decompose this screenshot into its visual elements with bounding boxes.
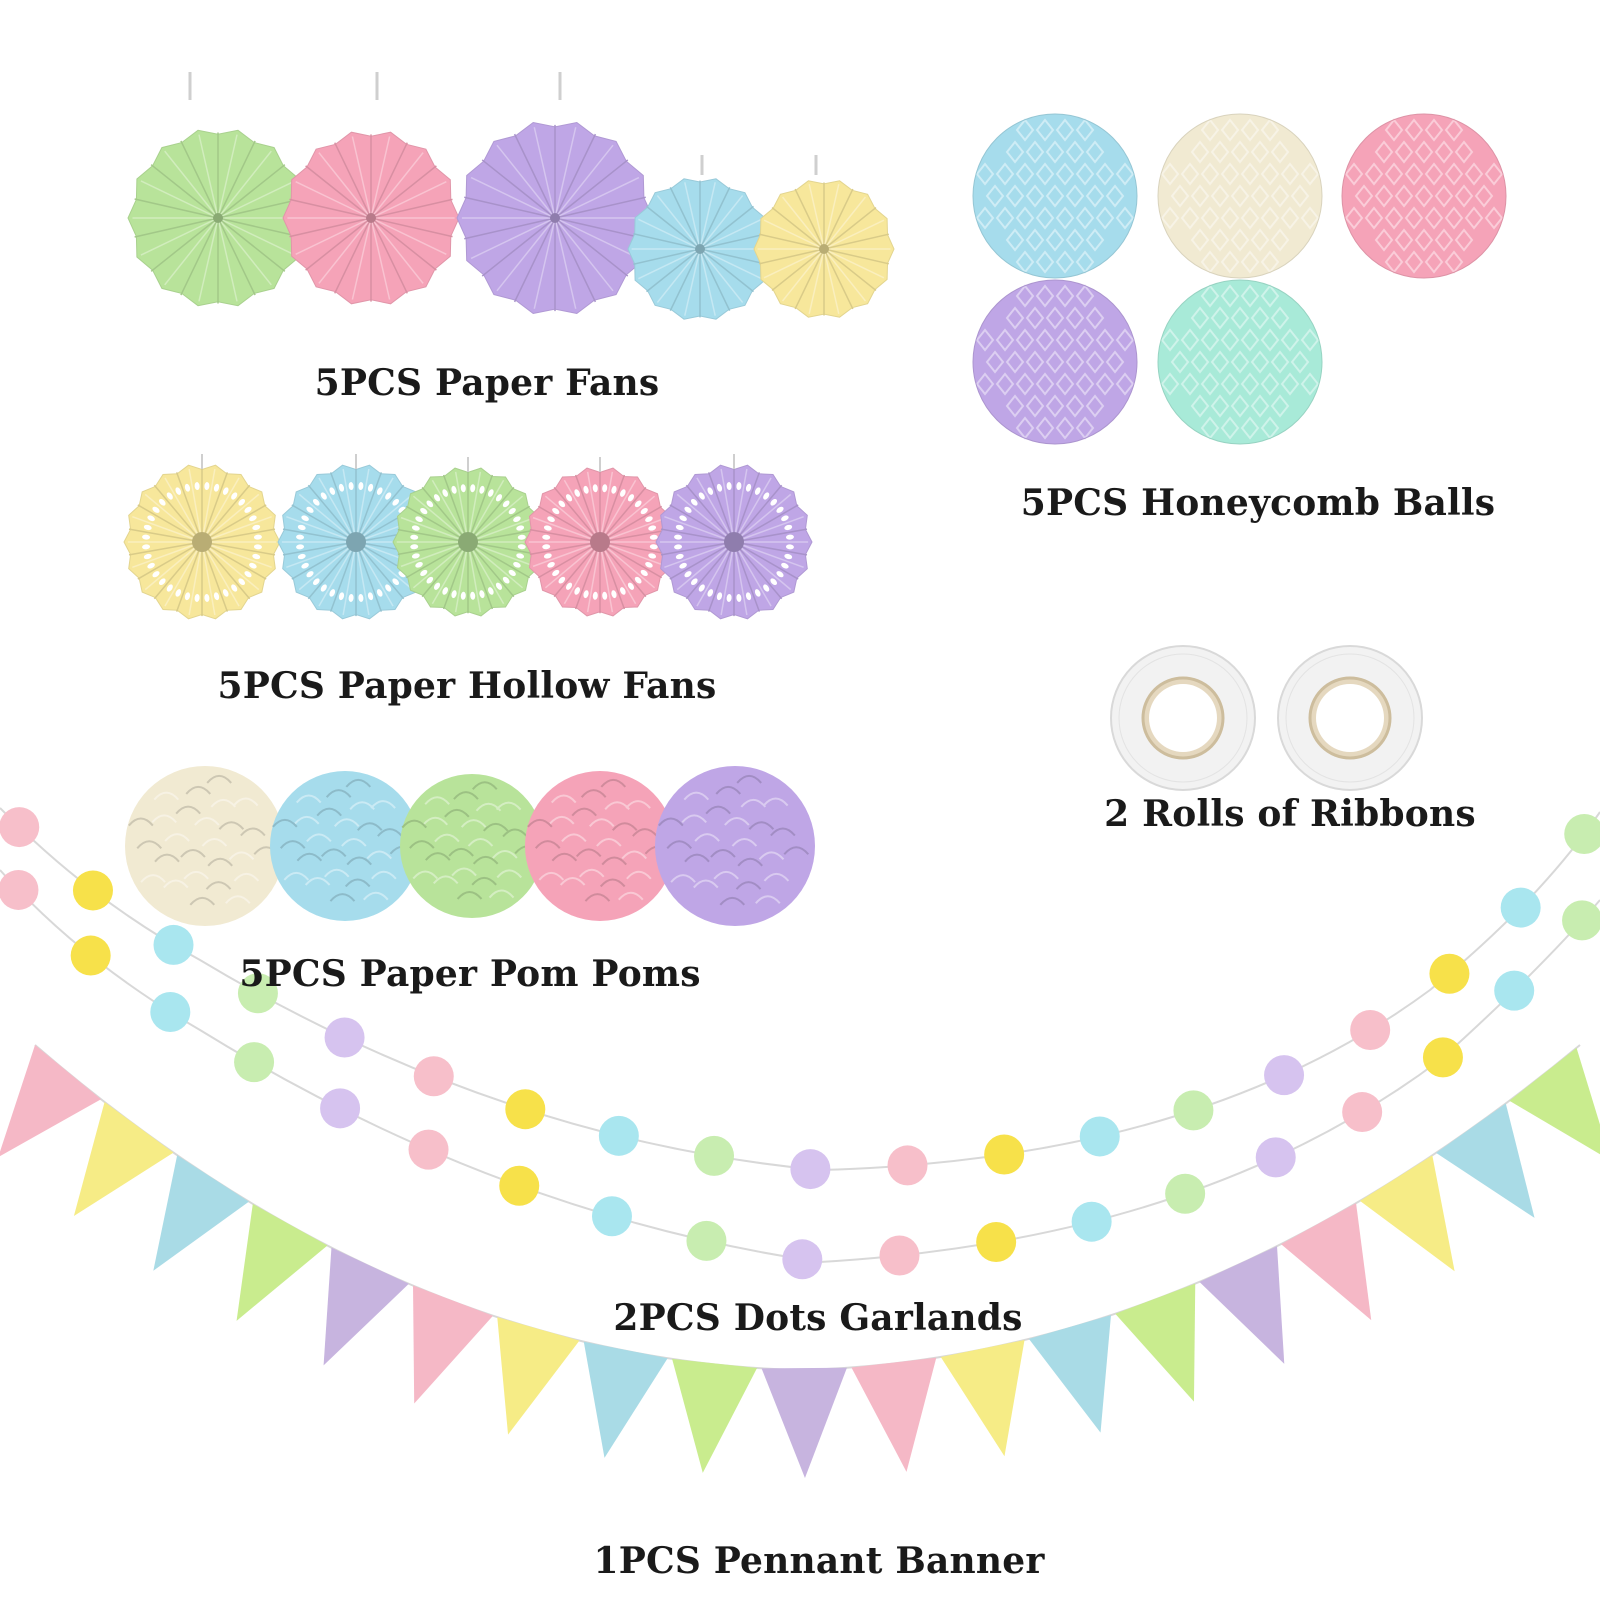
- garland-dot: [694, 1135, 735, 1176]
- honeycomb-balls-group: [972, 113, 1507, 445]
- pennant-flag: [323, 1247, 409, 1366]
- pom-pom: [400, 774, 544, 918]
- garland-dot: [320, 1088, 361, 1129]
- garland-dot: [1494, 970, 1535, 1011]
- pennant-flag: [940, 1339, 1025, 1457]
- garland-dot: [324, 1017, 365, 1058]
- pennant-flag: [413, 1285, 493, 1404]
- pennant-banner-group: [0, 1044, 1600, 1479]
- garland-dot: [1562, 900, 1600, 941]
- ribbon-roll: [1277, 645, 1423, 791]
- hollow-fan: [123, 454, 281, 620]
- dot-garland-2: [0, 869, 1600, 1280]
- paper-fan: [753, 180, 895, 318]
- pennant-flag: [1199, 1246, 1285, 1364]
- honeycomb-ball: [1157, 279, 1323, 445]
- dots-garlands-group: [0, 807, 1600, 1280]
- garland-dot: [0, 869, 39, 910]
- garland-dot: [976, 1222, 1017, 1263]
- pom-pom: [655, 766, 815, 926]
- hollow-fan: [655, 454, 813, 620]
- garland-dot: [1342, 1092, 1383, 1133]
- honeycomb-balls-label: 5PCS Honeycomb Balls: [1020, 482, 1496, 524]
- pennant-flag: [851, 1357, 937, 1472]
- garland-dot: [505, 1089, 546, 1130]
- paper-fan: [456, 121, 654, 315]
- hollow-fan: [392, 457, 544, 617]
- hollow-fan: [277, 454, 435, 620]
- garland-dot: [234, 1042, 275, 1083]
- garland-dot: [1429, 953, 1470, 994]
- pom-pom: [125, 766, 285, 926]
- ribbon-rolls-group: [1110, 645, 1423, 791]
- ribbon-roll: [1110, 645, 1256, 791]
- garland-dot: [72, 870, 113, 911]
- pom-poms-label: 5PCS Paper Pom Poms: [239, 953, 701, 995]
- garland-dot: [1564, 814, 1600, 855]
- garland-dot: [1071, 1201, 1112, 1242]
- paper-fan: [127, 129, 309, 307]
- hollow-fans-group: [123, 454, 813, 620]
- pennant-flags: [0, 1045, 1600, 1479]
- honeycomb-ball: [972, 113, 1138, 279]
- paper-fan: [627, 178, 773, 320]
- garland-dot: [887, 1145, 928, 1186]
- paper-fans-group: [127, 72, 895, 320]
- garland-dot: [0, 807, 40, 848]
- pennant-flag: [497, 1317, 580, 1435]
- paper-fan: [282, 131, 460, 305]
- garland-dot: [686, 1220, 727, 1261]
- pennant-flag: [672, 1358, 758, 1473]
- pennant-flag: [1359, 1155, 1455, 1272]
- dots-garlands-label: 2PCS Dots Garlands: [613, 1297, 1023, 1339]
- honeycomb-ball: [1157, 113, 1323, 279]
- pennant-flag: [1028, 1315, 1111, 1433]
- garland-dot: [879, 1235, 920, 1276]
- paper-fans-label: 5PCS Paper Fans: [314, 362, 660, 404]
- garland-dot: [413, 1056, 454, 1097]
- garland-dot: [790, 1149, 831, 1190]
- pennant-flag: [153, 1155, 249, 1271]
- garland-dot: [499, 1165, 540, 1206]
- pennant-flag: [236, 1203, 328, 1321]
- pennant-flag: [761, 1367, 847, 1479]
- honeycomb-ball: [1341, 113, 1507, 279]
- garland-dot: [1500, 887, 1541, 928]
- garland-dot: [1422, 1037, 1463, 1078]
- garland-dot: [1165, 1173, 1206, 1214]
- garland-dot: [1173, 1090, 1214, 1131]
- pennant-flag: [1436, 1103, 1535, 1218]
- pennant-flag: [73, 1102, 174, 1216]
- garland-dot: [153, 924, 194, 965]
- pennant-banner-label: 1PCS Pennant Banner: [593, 1540, 1045, 1582]
- garland-dot: [598, 1115, 639, 1156]
- pom-pom: [525, 771, 675, 921]
- honeycomb-ball: [972, 279, 1138, 445]
- garland-dot: [70, 935, 111, 976]
- garland-dot: [1264, 1055, 1305, 1096]
- pom-poms-group: [125, 766, 815, 926]
- ribbons-label: 2 Rolls of Ribbons: [1104, 793, 1476, 835]
- garland-dot: [1350, 1009, 1391, 1050]
- pennant-flag: [0, 1045, 102, 1157]
- garland-dot: [237, 973, 278, 1014]
- garland-dot: [591, 1196, 632, 1237]
- hollow-fan: [524, 457, 676, 617]
- dot-garland-1: [0, 807, 1600, 1190]
- pom-pom: [270, 771, 420, 921]
- garland-dot: [1079, 1116, 1120, 1157]
- garland-dot: [150, 991, 191, 1032]
- garland-dot: [782, 1239, 823, 1280]
- pennant-flag: [1115, 1283, 1196, 1402]
- hollow-fans-label: 5PCS Paper Hollow Fans: [217, 665, 717, 707]
- garland-dot: [984, 1134, 1025, 1175]
- garland-dot: [1255, 1137, 1296, 1178]
- pennant-flag: [583, 1341, 668, 1458]
- pennant-flag: [1281, 1203, 1372, 1321]
- garland-dot: [408, 1129, 449, 1170]
- pennant-flag: [1509, 1047, 1600, 1155]
